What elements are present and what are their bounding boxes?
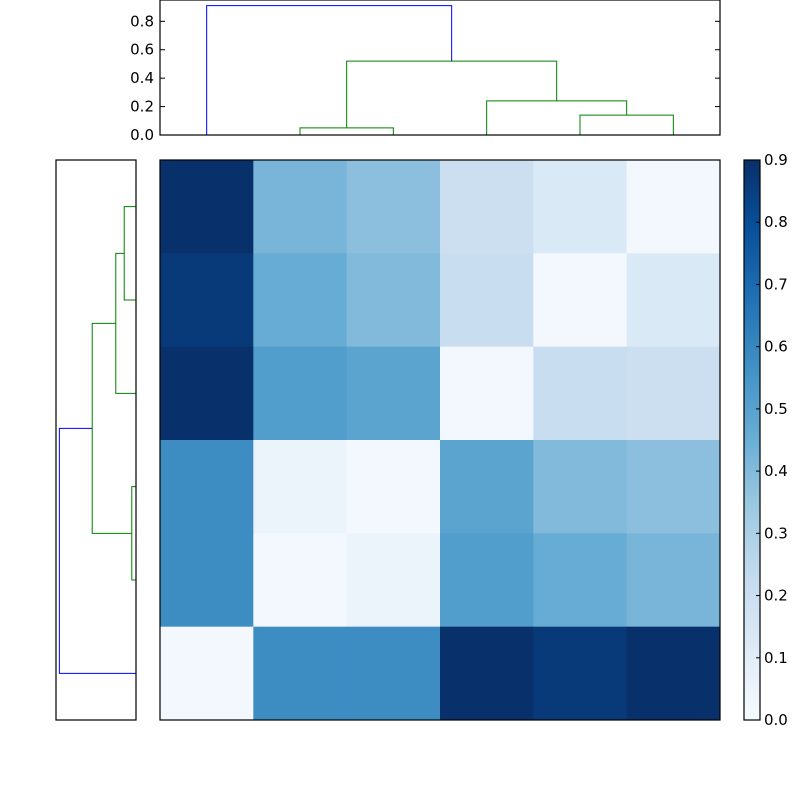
dendrogram-link (206, 5, 453, 135)
heatmap-cell (160, 440, 254, 534)
dendrogram-link (131, 486, 136, 581)
heatmap-cell (253, 253, 348, 348)
colorbar-tick-label: 0.6 (764, 338, 788, 356)
colorbar-tick-label: 0.9 (764, 151, 788, 169)
heatmap-frame (159, 159, 721, 721)
colorbar-gradient (743, 159, 761, 721)
heatmap-cell (440, 533, 534, 628)
heatmap-cell (626, 533, 721, 628)
heatmap-cell (346, 346, 441, 441)
dendrogram-link (115, 252, 136, 394)
top-dendrogram-frame (159, 0, 721, 136)
heatmap-cell (440, 346, 534, 441)
dendrogram-link (486, 100, 628, 135)
heatmap-cell (253, 440, 348, 534)
heatmap-cell (253, 626, 348, 721)
dendrogram-link (58, 427, 136, 674)
heatmap-cell (160, 160, 254, 254)
heatmap-cell (533, 626, 628, 721)
y-tick-label: 0.2 (130, 98, 154, 116)
heatmap-cell (626, 160, 721, 254)
left-dendrogram-frame (55, 159, 137, 721)
colorbar-tick-label: 0.5 (764, 400, 788, 418)
heatmap-cell (160, 253, 254, 348)
heatmap-cell (440, 160, 534, 254)
colorbar-tick-label: 0.3 (764, 524, 788, 542)
heatmap-cell (533, 160, 628, 254)
dendrogram-link (91, 322, 132, 534)
heatmap-cell (440, 253, 534, 348)
dendrogram-link (299, 127, 394, 135)
heatmap-cell (160, 346, 254, 441)
heatmap-cell (253, 160, 348, 254)
left-dendrogram (55, 159, 137, 721)
colorbar-tick-label: 0.1 (764, 649, 788, 667)
heatmap-cell (533, 253, 628, 348)
dendrogram-link (579, 114, 674, 135)
heatmap-cell (533, 533, 628, 628)
heatmap-cell (253, 533, 348, 628)
colorbar-tick-label: 0.0 (764, 711, 788, 729)
heatmap-cell (626, 253, 721, 348)
colorbar-tick-label: 0.2 (764, 587, 788, 605)
colorbar: 0.0 0.1 0.2 0.3 0.4 0.5 0.6 0.7 0.8 0.9 (743, 151, 788, 729)
heatmap-cell (253, 346, 348, 441)
y-tick-label: 0.6 (130, 41, 154, 59)
heatmap-cell (440, 626, 534, 721)
heatmap-cell (440, 440, 534, 534)
heatmap-cell (533, 346, 628, 441)
heatmap-cell (533, 440, 628, 534)
y-tick-label: 0.4 (130, 69, 154, 87)
colorbar-tick-label: 0.8 (764, 213, 788, 231)
heatmap-cell (346, 160, 441, 254)
dendrogram-link (346, 60, 558, 128)
top-dendrogram: 0.0 0.2 0.4 0.6 0.8 (130, 0, 721, 144)
heatmap-cell (346, 253, 441, 348)
heatmap (159, 159, 721, 721)
y-tick-label: 0.0 (130, 126, 154, 144)
y-tick-label: 0.8 (130, 12, 154, 30)
heatmap-cell (346, 440, 441, 534)
heatmap-cell (346, 533, 441, 628)
heatmap-cell (160, 626, 254, 721)
heatmap-cell (626, 626, 721, 721)
colorbar-tick-label: 0.4 (764, 462, 788, 480)
heatmap-cell (626, 440, 721, 534)
heatmap-cell (346, 626, 441, 721)
heatmap-cell (160, 533, 254, 628)
colorbar-tick-label: 0.7 (764, 275, 788, 293)
heatmap-cell (626, 346, 721, 441)
dendrogram-link (123, 206, 136, 301)
